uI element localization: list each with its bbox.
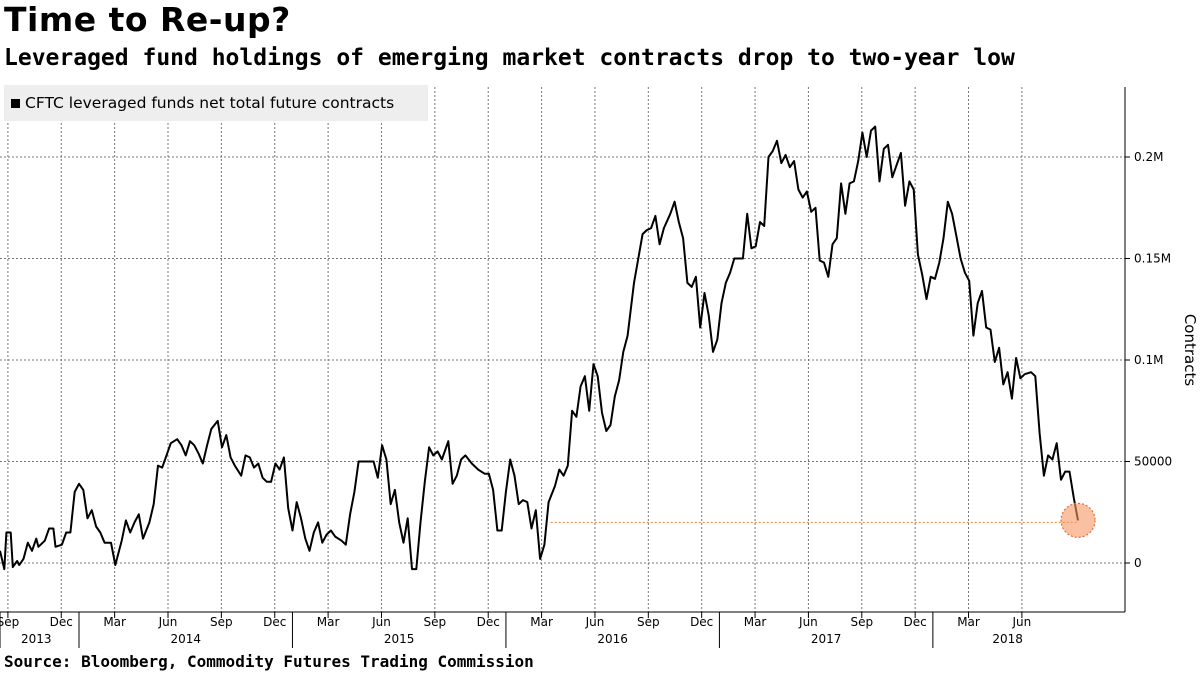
x-tick-label: Sep bbox=[210, 615, 233, 629]
x-tick-label: Dec bbox=[50, 615, 73, 629]
source-note: Source: Bloomberg, Commodity Futures Tra… bbox=[4, 652, 534, 671]
x-tick-label: Mar bbox=[530, 615, 553, 629]
x-year-label: 2018 bbox=[992, 632, 1023, 646]
y-axis-title: Contracts bbox=[1181, 314, 1199, 387]
x-tick-label: Sep bbox=[637, 615, 660, 629]
x-tick-label: Dec bbox=[263, 615, 286, 629]
y-tick-label: 0.2M bbox=[1134, 150, 1163, 164]
x-tick-label: Dec bbox=[477, 615, 500, 629]
x-tick-label: Jun bbox=[158, 615, 178, 629]
latest-point-highlight bbox=[1060, 502, 1096, 538]
x-tick-label: Jun bbox=[371, 615, 391, 629]
x-tick-label: Mar bbox=[744, 615, 767, 629]
y-tick-label: 0.15M bbox=[1134, 252, 1171, 266]
x-tick-label: Jun bbox=[585, 615, 605, 629]
y-tick-label: 50000 bbox=[1134, 455, 1172, 469]
y-tick-label: 0.1M bbox=[1134, 353, 1163, 367]
x-tick-label: Sep bbox=[0, 615, 19, 629]
legend-swatch bbox=[11, 98, 20, 108]
x-year-label: 2016 bbox=[597, 632, 628, 646]
legend-label: CFTC leveraged funds net total future co… bbox=[25, 94, 395, 112]
x-tick-label: Jun bbox=[1012, 615, 1032, 629]
chart-subtitle: Leveraged fund holdings of emerging mark… bbox=[4, 45, 1015, 71]
x-year-label: 2013 bbox=[21, 632, 52, 646]
x-tick-label: Sep bbox=[424, 615, 447, 629]
series-line bbox=[0, 125, 1079, 571]
x-tick-label: Dec bbox=[904, 615, 927, 629]
x-year-label: 2015 bbox=[384, 632, 415, 646]
x-tick-label: Mar bbox=[103, 615, 126, 629]
x-tick-label: Mar bbox=[957, 615, 980, 629]
x-tick-label: Dec bbox=[690, 615, 713, 629]
chart-title: Time to Re-up? bbox=[4, 0, 291, 39]
x-year-label: 2017 bbox=[811, 632, 842, 646]
y-tick-label: 0 bbox=[1134, 556, 1142, 570]
x-year-label: 2014 bbox=[170, 632, 201, 646]
x-tick-label: Jun bbox=[798, 615, 818, 629]
x-tick-label: Mar bbox=[317, 615, 340, 629]
x-tick-label: Sep bbox=[850, 615, 873, 629]
legend: CFTC leveraged funds net total future co… bbox=[4, 85, 428, 121]
